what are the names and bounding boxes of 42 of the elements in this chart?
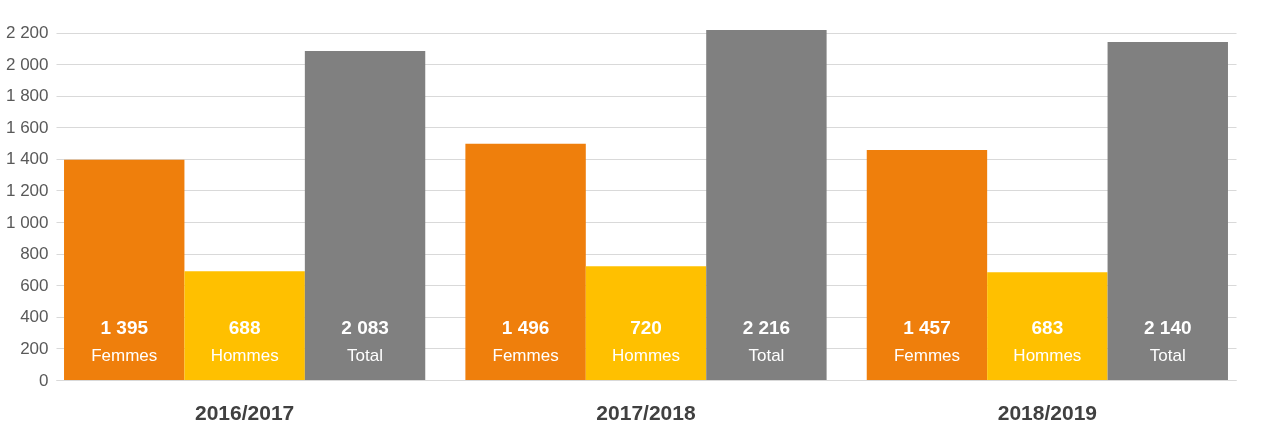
x-tick-label: 2016/2017: [195, 400, 295, 423]
text: Femmes: [492, 346, 559, 365]
y-tick-label: 2 200: [5, 23, 49, 43]
data-label: 688: [228, 317, 261, 338]
y-tick-label: 1 800: [5, 86, 49, 106]
y-tick-label: 1 400: [5, 149, 49, 169]
data-label: 2 216: [742, 317, 791, 338]
text: Total: [1149, 346, 1186, 365]
bar: [987, 272, 1108, 380]
bar: [64, 159, 185, 380]
series-label: Femmes: [91, 346, 158, 365]
text: Hommes: [1013, 346, 1082, 365]
data-label: 2 140: [1144, 317, 1192, 338]
text: Hommes: [611, 346, 681, 365]
x-tick-label: 2017/2018: [596, 400, 696, 423]
y-tick-label: 600: [20, 275, 49, 295]
text: Total: [748, 346, 785, 365]
x-tick-label: 2018/2019: [997, 400, 1097, 423]
data-label: 720: [630, 317, 662, 338]
y-tick-label: 400: [20, 307, 49, 327]
bar: [304, 51, 426, 380]
y-tick-label: 1 200: [5, 180, 49, 200]
y-tick-label: 800: [20, 244, 49, 264]
bar: [706, 30, 827, 380]
y-tick-label: 0: [39, 370, 49, 390]
y-tick-label: 2 000: [5, 54, 49, 74]
y-tick-label: 200: [20, 338, 49, 358]
data-label: 1 496: [501, 317, 550, 338]
y-tick-label: 1 000: [5, 212, 49, 232]
y-tick-label: 1 600: [5, 117, 49, 137]
bar: [585, 266, 707, 380]
data-label: 1 395: [100, 317, 149, 338]
data-label: 2 083: [341, 317, 389, 338]
data-label: 683: [1031, 317, 1064, 338]
series-label: Total: [347, 346, 384, 365]
series-label: Hommes: [210, 346, 279, 365]
bar: [465, 143, 586, 380]
text: Femmes: [893, 346, 961, 365]
data-label: 1 457: [903, 317, 951, 338]
bar: [866, 149, 988, 380]
bar: [184, 271, 305, 380]
bar: [1107, 42, 1228, 380]
